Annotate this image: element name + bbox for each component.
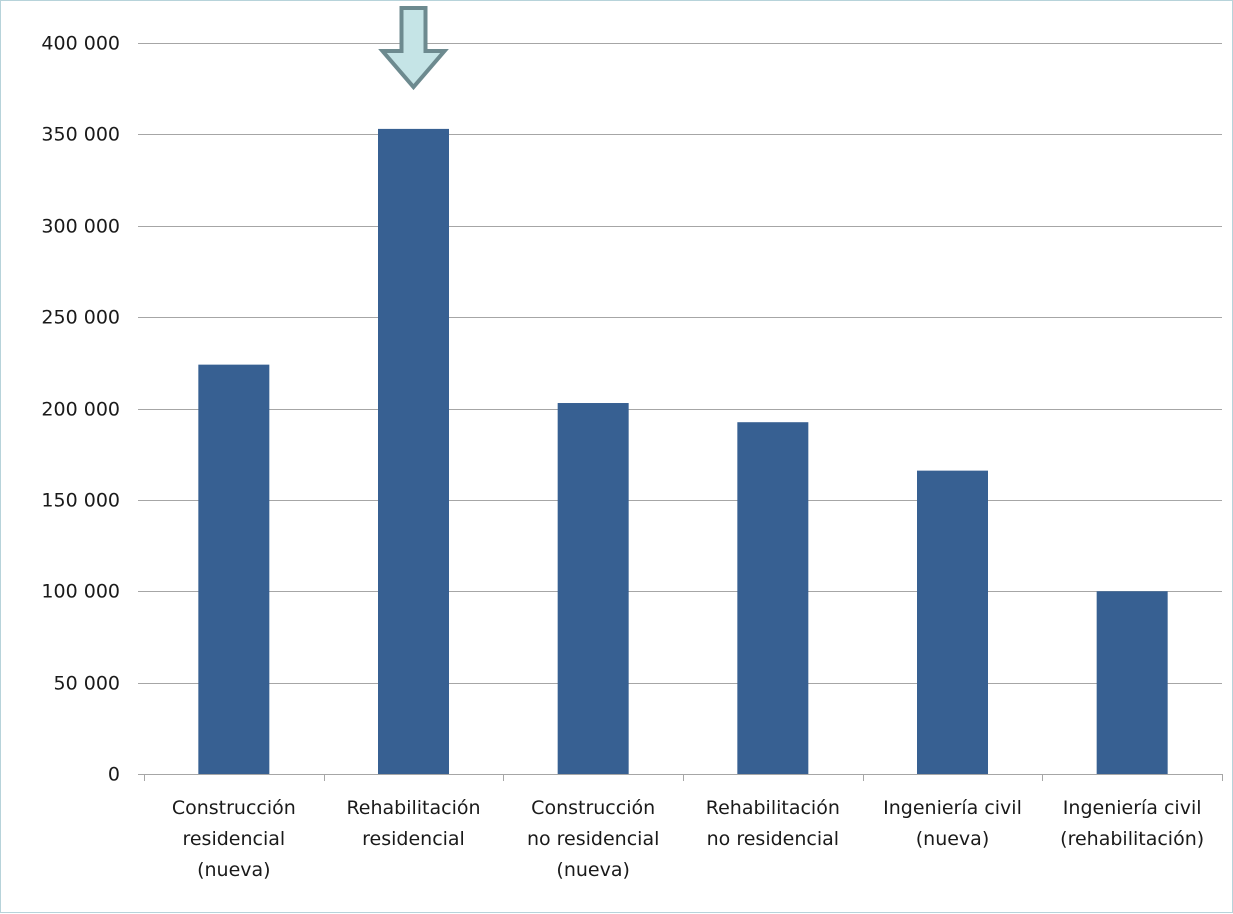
x-category-label-line: no residencial	[707, 828, 839, 850]
y-tick-label: 200 000	[41, 399, 120, 421]
gridlines	[138, 43, 1222, 775]
highlight-arrow	[378, 6, 449, 91]
x-category-label: Rehabilitación no residencial	[706, 797, 840, 850]
y-tick-label: 150 000	[41, 490, 120, 512]
bar	[378, 128, 449, 774]
down-arrow-icon	[378, 6, 449, 91]
y-tick-label: 350 000	[41, 124, 120, 146]
x-category-label-line: Rehabilitación	[706, 797, 840, 819]
bar	[737, 422, 809, 774]
x-category-label: Construcción no residencial (nueva)	[527, 797, 659, 881]
bar	[917, 470, 988, 774]
x-category-label-line: Ingeniería civil	[1063, 797, 1202, 819]
bar	[557, 403, 629, 774]
x-category-label-line: Rehabilitación	[346, 797, 480, 819]
y-tick-label: 400 000	[41, 33, 120, 55]
x-category-label-line: (rehabilitación)	[1060, 828, 1204, 850]
bars	[198, 128, 1168, 774]
y-tick-label: 300 000	[41, 216, 120, 238]
x-category-label-line: residencial	[182, 828, 285, 850]
y-tick-label: 100 000	[41, 581, 120, 603]
y-tick-labels: 0 50 000 100 000 150 000 200 000 250 000 300 0…	[41, 33, 120, 786]
bar	[198, 364, 270, 774]
x-category-label-line: Ingeniería civil	[883, 797, 1022, 819]
y-tick-label: 250 000	[41, 307, 120, 329]
y-tick-label: 0	[108, 764, 120, 786]
x-category-label-line: Construcción	[531, 797, 655, 819]
x-category-label-line: no residencial	[527, 828, 659, 850]
x-category-label-line: residencial	[362, 828, 465, 850]
x-category-label-line: (nueva)	[556, 859, 630, 881]
bar	[1096, 591, 1168, 774]
x-axis	[144, 774, 1223, 781]
x-category-label: Ingeniería civil (nueva)	[883, 797, 1022, 850]
x-category-label: Construcción residencial (nueva)	[172, 797, 296, 881]
x-category-label-line: (nueva)	[197, 859, 271, 881]
x-category-labels: Construcción residencial (nueva) Rehabilita…	[172, 797, 1204, 881]
x-category-label-line: (nueva)	[916, 828, 990, 850]
x-category-label-line: Construcción	[172, 797, 296, 819]
x-category-label: Ingeniería civil (rehabilitación)	[1060, 797, 1204, 850]
x-category-label: Rehabilitación residencial	[346, 797, 480, 850]
y-tick-label: 50 000	[54, 673, 120, 695]
